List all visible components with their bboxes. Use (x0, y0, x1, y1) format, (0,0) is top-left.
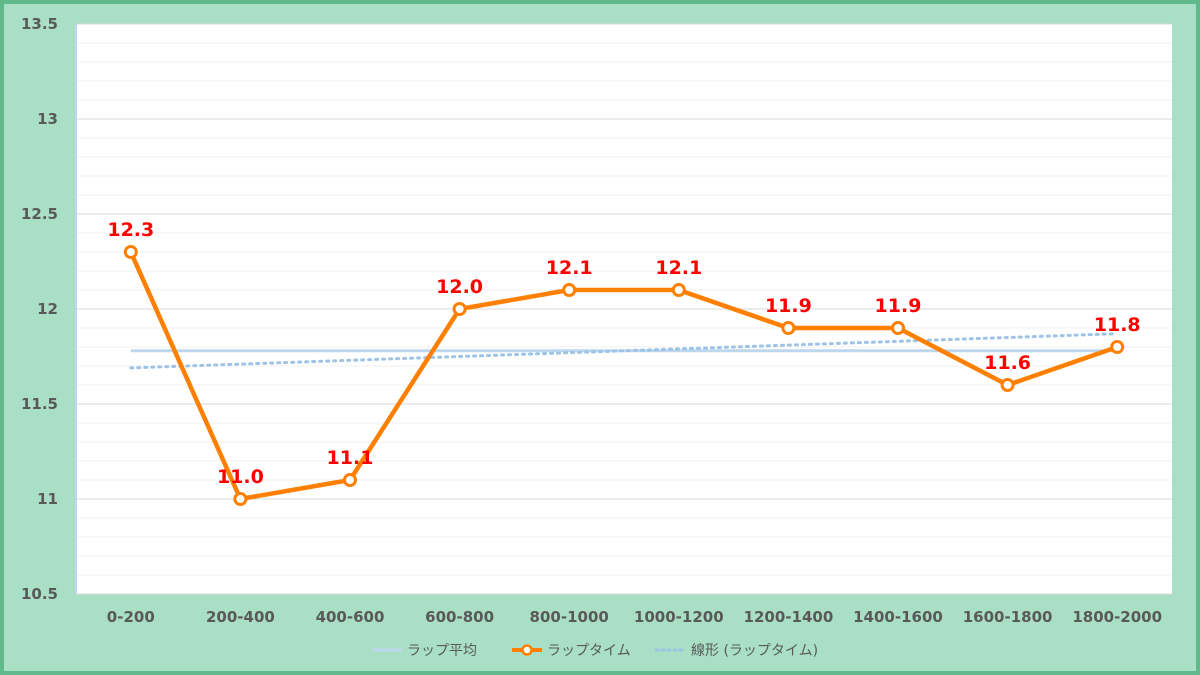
y-tick-label: 13.5 (21, 15, 58, 33)
series-layer (123, 245, 1125, 506)
data-label: 11.9 (765, 295, 812, 317)
x-tick-label: 1400-1600 (853, 608, 943, 626)
y-tick-label: 11 (37, 490, 58, 508)
lap-time-point (891, 321, 905, 335)
lap-time-point (781, 321, 796, 335)
legend: ラップ平均 ラップタイム 線形 (ラップタイム) (372, 643, 818, 659)
data-label: 12.1 (546, 257, 593, 279)
lap-time-point (452, 302, 467, 316)
data-label: 12.0 (436, 276, 483, 298)
data-label: 11.0 (217, 466, 264, 488)
series-line-lap-time (128, 251, 1118, 502)
y-tick-label: 12 (37, 300, 58, 318)
lap-time-point (343, 473, 357, 487)
x-tick-label: 800-1000 (530, 608, 609, 626)
data-label: 11.9 (875, 295, 922, 317)
x-tick-label: 1200-1400 (744, 608, 834, 626)
y-tick-labels: 13.5 13 12.5 12 11.5 11 10.5 (21, 15, 58, 603)
data-label: 11.6 (984, 352, 1031, 374)
lap-time-point (233, 492, 248, 506)
y-tick-label: 11.5 (21, 395, 58, 413)
y-tick-label: 13 (37, 110, 58, 128)
x-tick-label: 1000-1200 (634, 608, 724, 626)
x-tick-label: 1600-1800 (963, 608, 1053, 626)
legend-item-trend: 線形 (ラップタイム) (654, 643, 818, 659)
data-label: 12.3 (107, 219, 154, 241)
x-tick-labels: 0-200 200-400 400-600 600-800 800-1000 1000-1… (107, 608, 1162, 626)
legend-item-lap-time: ラップタイム (512, 643, 631, 659)
x-tick-label: 200-400 (206, 608, 275, 626)
x-tick-label: 400-600 (316, 608, 385, 626)
x-tick-label: 600-800 (425, 608, 494, 626)
x-tick-label: 1800-2000 (1072, 608, 1162, 626)
data-labels: 12.3 11.0 11.1 12.0 12.1 12.1 11.9 11.9 11.6 11.8 (107, 219, 1140, 488)
lap-time-point (1000, 378, 1015, 392)
legend-item-average: ラップ平均 (372, 643, 477, 659)
data-label: 11.1 (327, 447, 374, 469)
lap-time-point (123, 245, 138, 259)
y-tick-label: 10.5 (21, 585, 58, 603)
data-label: 11.8 (1094, 314, 1141, 336)
x-tick-label: 0-200 (107, 608, 155, 626)
y-tick-label: 12.5 (21, 205, 58, 223)
lap-time-point (562, 283, 577, 297)
legend-marker (521, 644, 533, 656)
series-line-trend (129, 332, 1119, 370)
legend-label: 線形 (ラップタイム) (691, 643, 818, 659)
legend-label: ラップ平均 (407, 643, 477, 659)
lap-time-point (1110, 340, 1125, 354)
data-label: 12.1 (655, 257, 702, 279)
legend-label: ラップタイム (547, 643, 631, 659)
lap-time-point (671, 283, 686, 297)
